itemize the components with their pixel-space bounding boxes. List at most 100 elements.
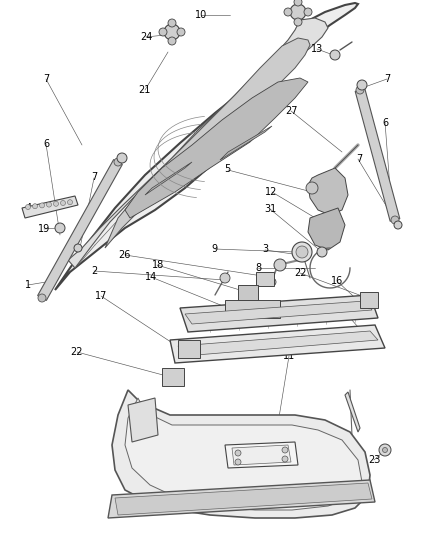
Circle shape [168, 37, 176, 45]
Bar [225, 300, 280, 318]
Text: 9: 9 [212, 245, 218, 254]
Circle shape [330, 50, 340, 60]
Text: 8: 8 [255, 263, 261, 273]
Circle shape [292, 242, 312, 262]
Circle shape [391, 216, 399, 224]
Polygon shape [178, 331, 378, 356]
Circle shape [220, 273, 230, 283]
Text: 7: 7 [385, 74, 391, 84]
Circle shape [117, 153, 127, 163]
Circle shape [164, 24, 180, 40]
Bar [360, 292, 378, 308]
Bar [162, 368, 184, 386]
Circle shape [168, 19, 176, 27]
Text: 24: 24 [141, 33, 153, 42]
Polygon shape [180, 295, 378, 332]
Circle shape [177, 28, 185, 36]
Polygon shape [308, 168, 348, 215]
Polygon shape [170, 325, 385, 363]
Polygon shape [225, 442, 298, 468]
Circle shape [268, 278, 276, 286]
Circle shape [274, 259, 286, 271]
Polygon shape [345, 392, 360, 432]
Polygon shape [355, 88, 400, 221]
Circle shape [32, 204, 38, 209]
Text: 2: 2 [91, 266, 97, 276]
Text: 7: 7 [91, 173, 97, 182]
Text: 27: 27 [285, 106, 297, 116]
Polygon shape [125, 78, 308, 218]
Circle shape [379, 444, 391, 456]
Polygon shape [112, 390, 370, 518]
Circle shape [284, 8, 292, 16]
Circle shape [306, 182, 318, 194]
Polygon shape [125, 398, 362, 510]
Circle shape [382, 448, 388, 453]
Text: 6: 6 [382, 118, 389, 127]
Text: 21: 21 [138, 85, 151, 94]
Polygon shape [232, 445, 291, 465]
Polygon shape [115, 483, 372, 515]
Circle shape [357, 80, 367, 90]
Circle shape [282, 456, 288, 462]
Circle shape [39, 203, 45, 208]
Bar [178, 340, 200, 358]
Circle shape [356, 86, 364, 94]
Text: 20: 20 [204, 499, 216, 508]
Circle shape [294, 18, 302, 26]
Polygon shape [308, 208, 345, 250]
Bar [238, 285, 258, 300]
Polygon shape [105, 38, 310, 248]
Text: 12: 12 [265, 187, 278, 197]
Text: 3: 3 [262, 245, 268, 254]
Polygon shape [22, 196, 78, 218]
Text: 1: 1 [25, 280, 32, 290]
Polygon shape [185, 301, 372, 324]
Circle shape [53, 201, 59, 206]
Circle shape [159, 28, 167, 36]
Text: 7: 7 [356, 154, 362, 164]
Circle shape [282, 447, 288, 453]
Circle shape [60, 200, 66, 206]
Circle shape [235, 450, 241, 456]
Text: 23: 23 [368, 455, 381, 465]
Text: 5: 5 [225, 165, 231, 174]
Text: 17: 17 [95, 291, 107, 301]
Text: 16: 16 [331, 277, 343, 286]
Text: 31: 31 [265, 204, 277, 214]
Polygon shape [68, 18, 328, 268]
Circle shape [294, 0, 302, 6]
Polygon shape [108, 480, 375, 518]
Polygon shape [55, 3, 358, 290]
Text: 11: 11 [283, 351, 295, 361]
Circle shape [67, 200, 73, 205]
Circle shape [235, 459, 241, 465]
Polygon shape [38, 159, 122, 301]
Text: 25: 25 [331, 298, 343, 308]
Circle shape [25, 205, 31, 209]
Circle shape [46, 202, 52, 207]
Circle shape [55, 223, 65, 233]
Polygon shape [128, 398, 158, 442]
Polygon shape [220, 126, 272, 160]
Circle shape [38, 294, 46, 302]
Text: 22: 22 [71, 347, 83, 357]
Text: 14: 14 [145, 272, 157, 282]
Circle shape [304, 8, 312, 16]
Text: 10: 10 [195, 10, 208, 20]
Text: 6: 6 [43, 139, 49, 149]
Text: 18: 18 [152, 261, 164, 270]
Circle shape [296, 246, 308, 258]
Polygon shape [145, 162, 192, 195]
Text: 7: 7 [43, 74, 49, 84]
Text: 26: 26 [119, 250, 131, 260]
Circle shape [74, 244, 82, 252]
Text: 19: 19 [38, 224, 50, 234]
Text: 22: 22 [294, 268, 306, 278]
Circle shape [290, 4, 306, 20]
Bar [256, 272, 274, 286]
Text: 4: 4 [25, 203, 32, 213]
Text: 13: 13 [311, 44, 324, 54]
Circle shape [394, 221, 402, 229]
Circle shape [317, 247, 327, 257]
